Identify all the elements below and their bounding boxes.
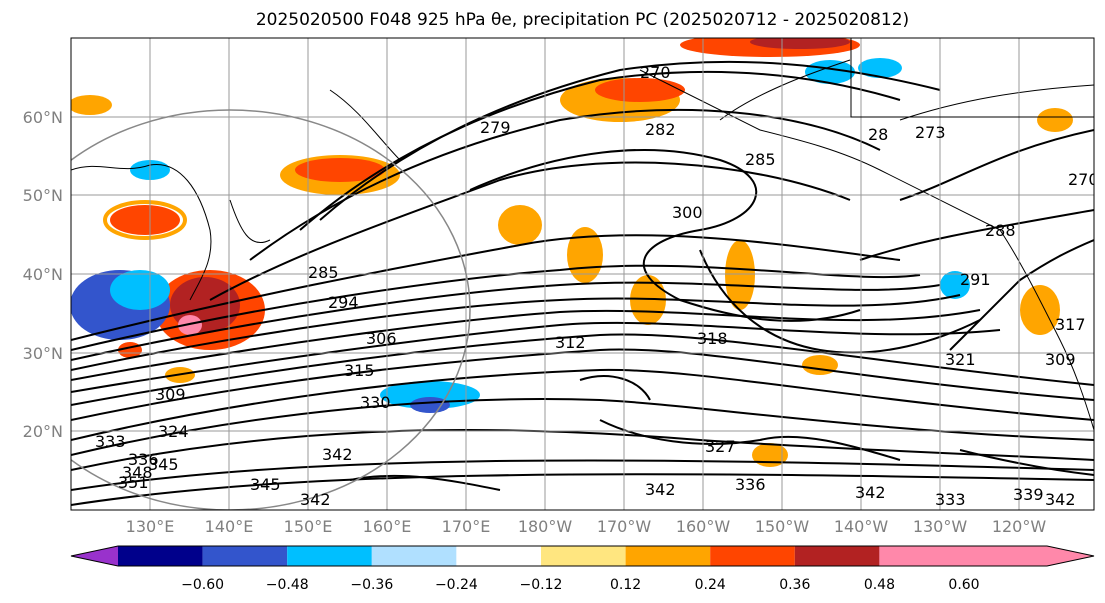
colorbar-tick: 0.48 [864,577,895,593]
map-title: 2025020500 F048 925 hPa θe, precipitatio… [255,10,910,30]
lon-label: 130°E [126,517,175,536]
colorbar-extend-left [71,546,118,566]
lon-label: 140°E [205,517,254,536]
lon-label: 130°W [913,517,968,536]
contour-label: 336 [735,475,766,494]
contour-label: 288 [985,221,1016,240]
border-box [850,38,1094,118]
colorbar-segment [879,546,964,566]
lon-label: 140°W [834,517,889,536]
colorbar-outline [70,545,1095,567]
colorbar: −0.60 −0.48 −0.36 −0.24 −0.12 0.12 0.24 … [70,545,1095,593]
lat-label: 40°N [23,265,63,284]
colorbar-segment [456,546,541,566]
latitude-labels: 60°N 50°N 40°N 30°N 20°N [23,108,63,441]
contour-label: 330 [360,393,391,412]
contour-label: 300 [672,203,703,222]
colorbar-segment [964,546,1047,566]
contour-label: 333 [95,432,126,451]
lon-label: 160°E [363,517,412,536]
lon-label: 170°W [597,517,652,536]
colorbar-tick: 0.36 [779,577,810,593]
contour-label: 309 [1045,350,1076,369]
contour-label: 351 [118,473,149,492]
colorbar-segment [287,546,372,566]
contour-label: 291 [960,270,991,289]
contour-label: 309 [155,385,186,404]
lat-label: 60°N [23,108,63,127]
colorbar-segment [710,546,795,566]
contour-label: 294 [328,293,359,312]
contour-label: 345 [148,455,179,474]
contour-label: 285 [745,150,776,169]
lon-label: 150°E [284,517,333,536]
contour-label: 342 [855,483,886,502]
map-frame [70,37,1095,511]
contour-label: 317 [1055,315,1086,334]
lon-label: 180°W [518,517,573,536]
longitude-labels: 130°E 140°E 150°E 160°E 170°E 180°W 170°… [126,517,1047,536]
colorbar-tick: −0.48 [266,577,309,593]
contour-label: 339 [1013,485,1044,504]
colorbar-extend-right [1047,546,1094,566]
contour-label: 345 [250,475,281,494]
contour-label: 342 [322,445,353,464]
contour-label: 342 [1045,490,1076,509]
contour-label: 342 [645,480,676,499]
colorbar-tick: −0.36 [350,577,393,593]
lon-label: 150°W [755,517,810,536]
contour-label: 324 [158,422,189,441]
contour-label: 28 [868,125,888,144]
lat-label: 50°N [23,186,63,205]
lat-label: 20°N [23,422,63,441]
colorbar-tick: −0.60 [181,577,224,593]
lon-label: 160°W [676,517,731,536]
lon-label: 170°E [442,517,491,536]
lat-label: 30°N [23,344,63,363]
colorbar-tick: 0.12 [610,577,641,593]
colorbar-tick: −0.12 [520,577,563,593]
contour-label: 270 [1068,170,1099,189]
contour-label: 279 [480,118,511,137]
contour-label: 312 [555,333,586,352]
contour-label: 282 [645,120,676,139]
contour-label: 342 [300,490,331,509]
colorbar-segment [794,546,880,566]
colorbar-segment [541,546,626,566]
contour-label: 315 [344,361,375,380]
colorbar-tick: −0.24 [435,577,478,593]
colorbar-segment [371,546,457,566]
contour-label: 336 [128,450,159,469]
colorbar-segment [625,546,711,566]
colorbar-tick: 0.60 [948,577,979,593]
contour-label: 273 [915,123,946,142]
colorbar-segment [202,546,288,566]
colorbar-segment [118,546,203,566]
contour-label: 348 [122,463,153,482]
contour-label: 306 [366,329,397,348]
contour-label: 318 [697,329,728,348]
range-ring [71,109,471,510]
contour-label: 321 [945,350,976,369]
theta-e-contours [71,60,1094,506]
contour-label: 270 [640,63,671,82]
contour-label: 285 [308,263,339,282]
contour-label: 327 [705,437,736,456]
contour-label: 333 [935,490,966,509]
colorbar-tick: 0.24 [695,577,726,593]
lon-label: 120°W [992,517,1047,536]
contour-labels: 270 279 282 285 28 273 285 294 300 306 3… [95,63,1099,509]
